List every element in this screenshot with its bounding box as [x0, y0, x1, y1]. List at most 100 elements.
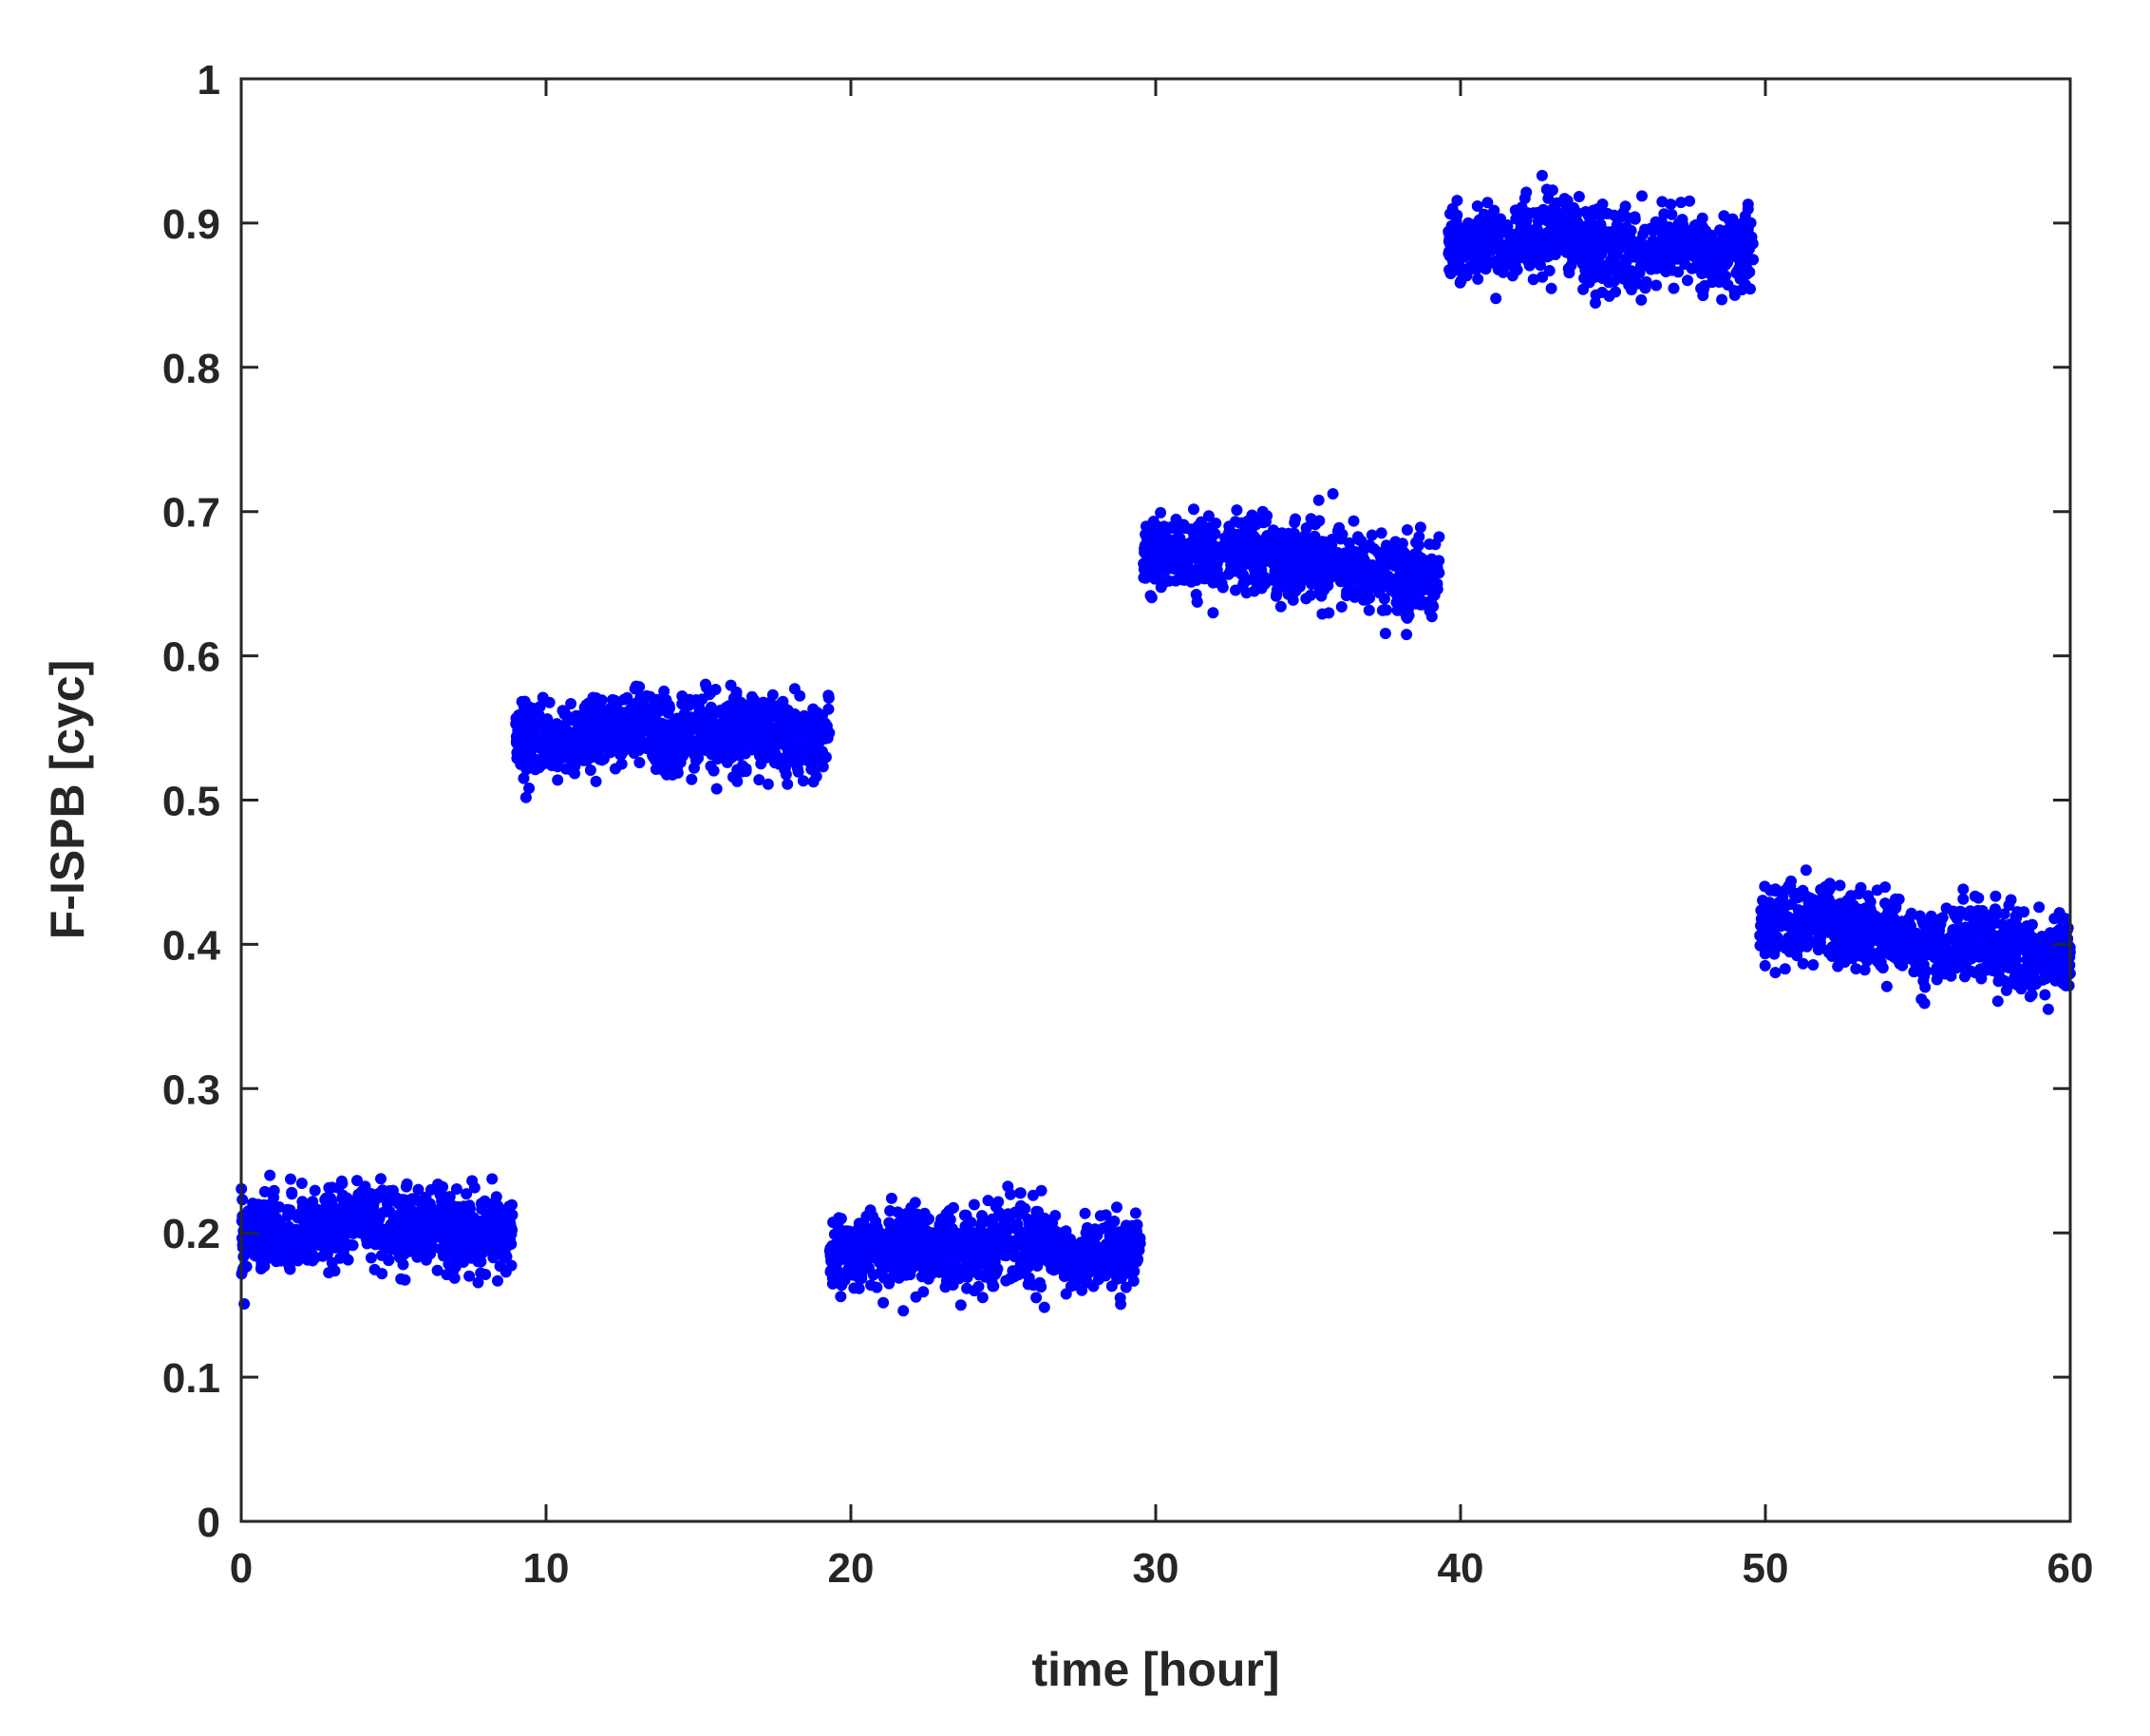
data-point [910, 1291, 922, 1303]
data-point [871, 1221, 883, 1234]
data-point [1048, 1243, 1060, 1255]
data-point [1129, 1207, 1141, 1219]
data-point [258, 1260, 271, 1273]
data-point [1047, 1217, 1059, 1229]
data-point [443, 1258, 455, 1271]
data-point [1575, 221, 1587, 233]
data-point [1366, 564, 1378, 576]
data-point [284, 1204, 296, 1217]
data-point [1127, 1231, 1140, 1242]
data-point [1596, 198, 1609, 210]
data-point [286, 1186, 298, 1198]
data-point [871, 1281, 883, 1293]
data-point [1684, 249, 1696, 261]
data-point [1209, 528, 1221, 540]
data-point [833, 1212, 845, 1224]
data-point [837, 1249, 849, 1261]
data-point [1915, 993, 1928, 1006]
data-point [1668, 232, 1680, 244]
data-point [1424, 580, 1436, 593]
data-point [1101, 1250, 1113, 1262]
data-point [1023, 1240, 1034, 1253]
data-point [395, 1273, 407, 1285]
data-point [1367, 542, 1380, 555]
data-point [502, 1239, 515, 1252]
data-point [676, 720, 688, 732]
data-point [1249, 575, 1261, 587]
data-point [1300, 593, 1312, 605]
data-point [960, 1209, 972, 1221]
data-point [451, 1233, 463, 1245]
data-point [740, 732, 751, 744]
data-point [329, 1204, 341, 1217]
data-point [258, 1185, 271, 1198]
data-point [1121, 1219, 1132, 1232]
data-point [1254, 548, 1266, 560]
data-point [492, 1274, 503, 1287]
data-point [278, 1237, 291, 1250]
data-point [1038, 1301, 1050, 1313]
data-point [382, 1198, 393, 1210]
data-point [807, 776, 820, 788]
data-point [926, 1268, 938, 1280]
data-point [292, 1212, 304, 1224]
plot-background [241, 79, 2070, 1521]
data-point [1141, 557, 1154, 568]
data-point [373, 1212, 385, 1224]
data-point [1229, 516, 1241, 528]
data-point [1490, 255, 1502, 267]
data-point [1350, 554, 1363, 566]
data-point [1672, 266, 1685, 278]
data-point [1468, 250, 1480, 262]
data-point [705, 703, 717, 715]
data-point [938, 1261, 951, 1274]
data-point [1957, 883, 1970, 896]
data-point [636, 703, 648, 715]
data-point [301, 1225, 313, 1237]
data-point [1736, 232, 1748, 244]
data-point [705, 760, 717, 772]
data-point [1004, 1221, 1015, 1234]
data-point [1633, 267, 1646, 279]
data-point [772, 738, 784, 750]
data-point [1571, 206, 1583, 218]
data-point [1027, 1189, 1039, 1201]
data-point [426, 1241, 439, 1254]
data-point [1306, 539, 1318, 552]
data-point [1414, 521, 1426, 534]
data-point [1331, 525, 1344, 538]
data-point [343, 1214, 355, 1225]
data-point [1401, 629, 1413, 641]
data-point [1203, 569, 1216, 581]
data-point [462, 1205, 475, 1217]
data-point [824, 1266, 837, 1278]
data-point [788, 683, 801, 695]
data-point [515, 758, 527, 770]
data-point [632, 716, 644, 728]
data-point [375, 1173, 387, 1185]
data-point [1359, 574, 1371, 586]
data-point [354, 1227, 367, 1239]
data-point [986, 1275, 998, 1288]
data-point [1635, 293, 1648, 306]
data-point [258, 1247, 271, 1259]
data-point [820, 751, 832, 764]
data-point [1672, 217, 1685, 230]
data-point [562, 714, 575, 726]
data-point [1742, 198, 1754, 211]
data-point [1424, 538, 1436, 550]
data-point [584, 764, 596, 776]
data-point [1480, 216, 1492, 228]
data-point [365, 1252, 377, 1264]
data-point [850, 1240, 862, 1253]
data-point [472, 1276, 484, 1289]
data-point [592, 737, 604, 749]
data-point [1527, 274, 1539, 286]
data-point [1214, 571, 1225, 582]
data-point [1118, 1259, 1130, 1272]
data-point [429, 1230, 442, 1242]
data-point [565, 698, 577, 709]
data-point [1451, 195, 1463, 207]
data-point [953, 1236, 966, 1248]
data-point [1589, 248, 1601, 260]
